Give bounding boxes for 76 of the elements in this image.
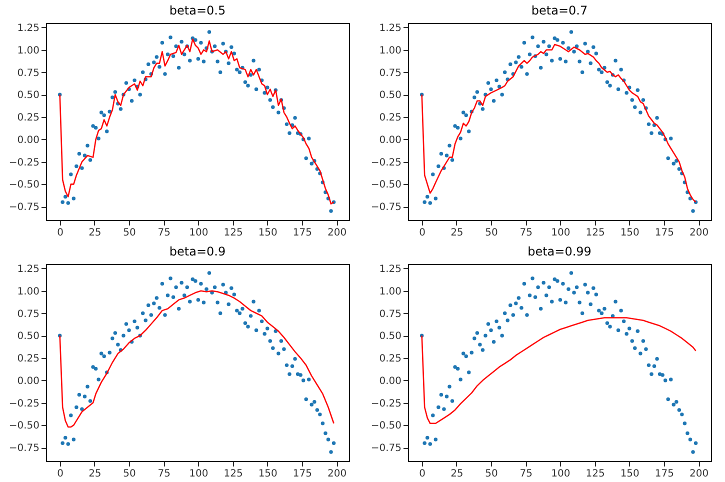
x-tick-label: 125 <box>586 468 605 480</box>
x-tick-label: 25 <box>450 468 464 480</box>
x-tick-label: 200 <box>328 228 347 238</box>
y-tick-label: 0.50 <box>379 331 402 342</box>
y-tick-label: 0.75 <box>17 308 40 320</box>
x-tick-label: 25 <box>88 228 102 238</box>
y-tick-label: −0.75 <box>370 443 402 454</box>
y-tick-label: 0.50 <box>17 331 40 342</box>
chart-title: beta=0.9 <box>169 244 226 258</box>
y-tick-label: 0.00 <box>379 376 402 387</box>
y-tick-label: 0.25 <box>379 112 402 124</box>
y-tick-label: 0.25 <box>379 354 402 365</box>
x-tick-label: 150 <box>620 468 640 480</box>
x-tick-label: 50 <box>123 468 136 480</box>
x-tick-label: 75 <box>158 228 170 238</box>
x-tick-label: 100 <box>551 468 570 480</box>
x-tick-label: 25 <box>88 468 102 480</box>
y-tick-label: 1.00 <box>379 286 402 298</box>
y-tick-label: −0.50 <box>370 180 402 191</box>
y-tick-label: 0.25 <box>17 354 40 365</box>
y-tick-label: 0.00 <box>17 134 40 146</box>
x-tick-label: 50 <box>123 228 136 238</box>
y-tick-label: 1.00 <box>17 286 40 298</box>
y-tick-label: 0.00 <box>17 376 40 387</box>
x-tick-label: 0 <box>419 228 426 238</box>
x-tick-label: 175 <box>292 468 312 480</box>
x-tick-label: 125 <box>224 468 243 480</box>
y-tick-label: −0.50 <box>8 420 40 432</box>
x-tick-label: 50 <box>485 468 498 480</box>
x-tick-label: 100 <box>189 228 208 238</box>
x-tick-label: 125 <box>224 228 243 238</box>
y-tick-label: 0.50 <box>379 90 402 102</box>
y-tick-label: −0.75 <box>8 202 40 214</box>
y-tick-label: 0.75 <box>379 308 402 320</box>
x-tick-label: 150 <box>258 468 278 480</box>
chart-title: beta=0.7 <box>531 3 588 18</box>
x-tick-label: 200 <box>690 468 709 480</box>
chart-title: beta=0.5 <box>169 3 226 18</box>
y-tick-label: −0.25 <box>8 157 40 168</box>
x-tick-label: 175 <box>654 468 674 480</box>
y-tick-label: 1.25 <box>17 264 40 275</box>
y-tick-label: −0.75 <box>8 443 40 454</box>
y-tick-label: 0.75 <box>17 68 40 79</box>
x-tick-label: 150 <box>258 228 278 238</box>
y-tick-label: 1.25 <box>379 22 402 34</box>
y-tick-label: −0.50 <box>8 180 40 191</box>
x-tick-label: 0 <box>57 468 64 480</box>
y-tick-label: 1.25 <box>17 22 40 34</box>
y-tick-label: 1.00 <box>17 45 40 56</box>
y-tick-label: −0.25 <box>370 398 402 410</box>
x-tick-label: 100 <box>189 468 208 480</box>
y-tick-label: 0.50 <box>17 90 40 102</box>
y-tick-label: 0.75 <box>379 68 402 79</box>
x-tick-label: 75 <box>158 468 170 480</box>
y-tick-label: −0.25 <box>370 157 402 168</box>
y-tick-label: 0.00 <box>379 134 402 146</box>
x-tick-label: 50 <box>485 228 498 238</box>
x-tick-label: 25 <box>450 228 464 238</box>
y-tick-label: 1.00 <box>379 45 402 56</box>
y-tick-label: −0.75 <box>370 202 402 214</box>
y-tick-label: 1.25 <box>379 264 402 275</box>
x-tick-label: 175 <box>654 228 674 238</box>
x-tick-label: 75 <box>520 228 532 238</box>
y-tick-label: −0.25 <box>8 398 40 410</box>
x-tick-label: 125 <box>586 228 605 238</box>
y-tick-label: −0.50 <box>370 420 402 432</box>
x-tick-label: 200 <box>328 468 347 480</box>
x-tick-label: 150 <box>620 228 640 238</box>
chart-title: beta=0.99 <box>528 244 592 258</box>
x-tick-label: 0 <box>419 468 426 480</box>
x-tick-label: 75 <box>520 468 532 480</box>
y-tick-label: 0.25 <box>17 112 40 124</box>
x-tick-label: 0 <box>57 228 64 238</box>
x-tick-label: 175 <box>292 228 312 238</box>
x-tick-label: 100 <box>551 228 570 238</box>
x-tick-label: 200 <box>690 228 709 238</box>
